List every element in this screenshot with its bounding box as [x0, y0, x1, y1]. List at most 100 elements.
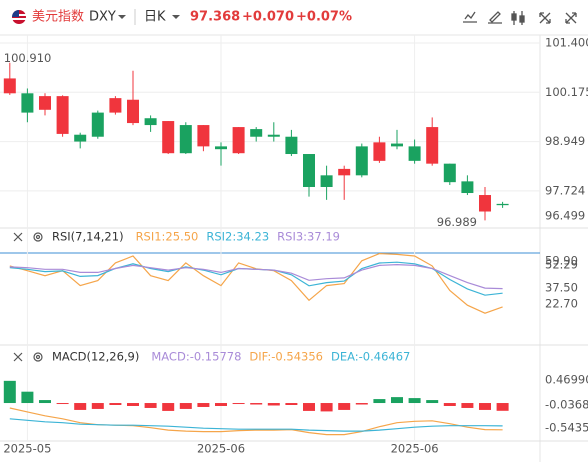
- candle-body: [285, 136, 298, 155]
- legend-entry: RSI2:34.23: [206, 230, 269, 244]
- candle-body: [250, 129, 263, 137]
- macd-bar: [197, 403, 210, 407]
- candle-body: [91, 112, 104, 137]
- indicator-title: MACD(12,26,9): [52, 350, 139, 364]
- period[interactable]: 日K: [144, 10, 166, 25]
- y-tick-label: 96.499: [545, 209, 585, 223]
- y-tick-label: 59.90: [545, 254, 578, 268]
- candle-body: [197, 125, 210, 147]
- period-dropdown[interactable]: [172, 15, 180, 19]
- legend-entry: MACD:-0.15778: [151, 350, 241, 364]
- candle-body: [408, 146, 421, 161]
- draw-button[interactable]: [488, 11, 502, 24]
- candle-type-button[interactable]: [511, 11, 525, 25]
- candle-body: [144, 118, 157, 126]
- macd-bar: [232, 403, 245, 405]
- y-tick-label: 98.949: [545, 134, 585, 148]
- indicator-line: [9, 261, 503, 296]
- change: +0.070: [242, 10, 294, 25]
- candle-body: [426, 127, 439, 164]
- y-tick-label: 100.175: [545, 85, 588, 99]
- macd-bar: [303, 403, 315, 411]
- x-tick-label: 2025-05: [3, 442, 51, 456]
- high-annotation: 100.910: [4, 51, 52, 65]
- macd-bar: [215, 403, 227, 406]
- candle-body: [267, 134, 280, 137]
- candle-body: [355, 146, 368, 176]
- macd-bar: [3, 380, 16, 404]
- x-tick-label: 2025-06: [197, 442, 245, 456]
- macd-bar: [91, 403, 104, 409]
- macd-bar: [443, 403, 456, 406]
- x-tick-label: 2025-06: [391, 442, 439, 456]
- candle-body: [39, 96, 51, 110]
- candle-body: [373, 142, 386, 161]
- candle-body: [496, 203, 509, 206]
- y-tick-label: -0.54356: [545, 421, 588, 435]
- candle-body: [3, 78, 16, 94]
- candle-body: [21, 93, 34, 113]
- macd-bar: [355, 403, 368, 405]
- macd-bar: [285, 403, 298, 405]
- y-tick-label: -0.03683: [545, 397, 588, 411]
- candle-body: [461, 181, 474, 194]
- candle-body: [127, 99, 139, 124]
- indicator-title: RSI(7,14,21): [52, 230, 124, 244]
- indicator-line: [9, 407, 503, 436]
- low-annotation: 96.989: [437, 215, 477, 229]
- index-name: 美元指数: [32, 10, 84, 25]
- indicator-button[interactable]: [463, 11, 477, 23]
- macd-bar: [320, 403, 333, 412]
- macd-bar: [496, 403, 509, 411]
- symbol-dropdown[interactable]: [118, 15, 126, 19]
- legend-entry: DIF:-0.54356: [249, 350, 323, 364]
- macd-bar: [109, 403, 122, 405]
- y-tick-label: 37.50: [545, 281, 578, 295]
- macd-tools[interactable]: [13, 352, 43, 362]
- candle-body: [162, 121, 175, 154]
- y-tick-label: 101.400: [545, 36, 588, 50]
- legend-entry: DEA:-0.46467: [331, 350, 410, 364]
- macd-bar: [338, 403, 351, 410]
- candle-body: [74, 134, 87, 142]
- macd-bar: [56, 403, 69, 405]
- y-tick-label: 22.70: [545, 297, 578, 311]
- candle-body: [303, 154, 315, 187]
- macd-bar: [127, 403, 139, 406]
- macd-bar: [144, 403, 157, 408]
- candle-body: [56, 96, 69, 134]
- candle-body: [338, 168, 351, 176]
- candle-body: [179, 125, 192, 154]
- candle-body: [479, 195, 491, 212]
- indicator-line: [9, 263, 503, 290]
- legend-entry: RSI1:25.50: [136, 230, 199, 244]
- candle-body: [320, 175, 333, 187]
- candle-body: [109, 98, 122, 113]
- macd-bar: [391, 397, 403, 404]
- macd-bar: [426, 400, 439, 404]
- macd-bar: [373, 399, 386, 404]
- header: 美元指数 DXY 日K 97.368 +0.070 +0.07%: [0, 9, 588, 36]
- macd-bar: [461, 403, 474, 408]
- macd-bar: [179, 403, 192, 409]
- macd-bar: [21, 391, 34, 404]
- macd-bar: [479, 403, 491, 410]
- price: 97.368: [190, 10, 240, 25]
- fullscreen-button[interactable]: [539, 12, 551, 24]
- indicator-line: [9, 418, 503, 432]
- candle-body: [232, 127, 245, 154]
- legend-entry: RSI3:37.19: [277, 230, 340, 244]
- macd-bar: [74, 403, 87, 410]
- settings-button[interactable]: [565, 12, 577, 24]
- symbol[interactable]: DXY: [89, 10, 116, 25]
- candle-body: [215, 146, 227, 150]
- rsi-tools[interactable]: [13, 232, 43, 242]
- macd-bar: [39, 400, 51, 404]
- macd-bar: [250, 403, 263, 405]
- indicator-line: [9, 252, 503, 314]
- candle-body: [443, 163, 456, 183]
- y-tick-label: 0.46990: [545, 372, 588, 386]
- candle-body: [391, 143, 403, 147]
